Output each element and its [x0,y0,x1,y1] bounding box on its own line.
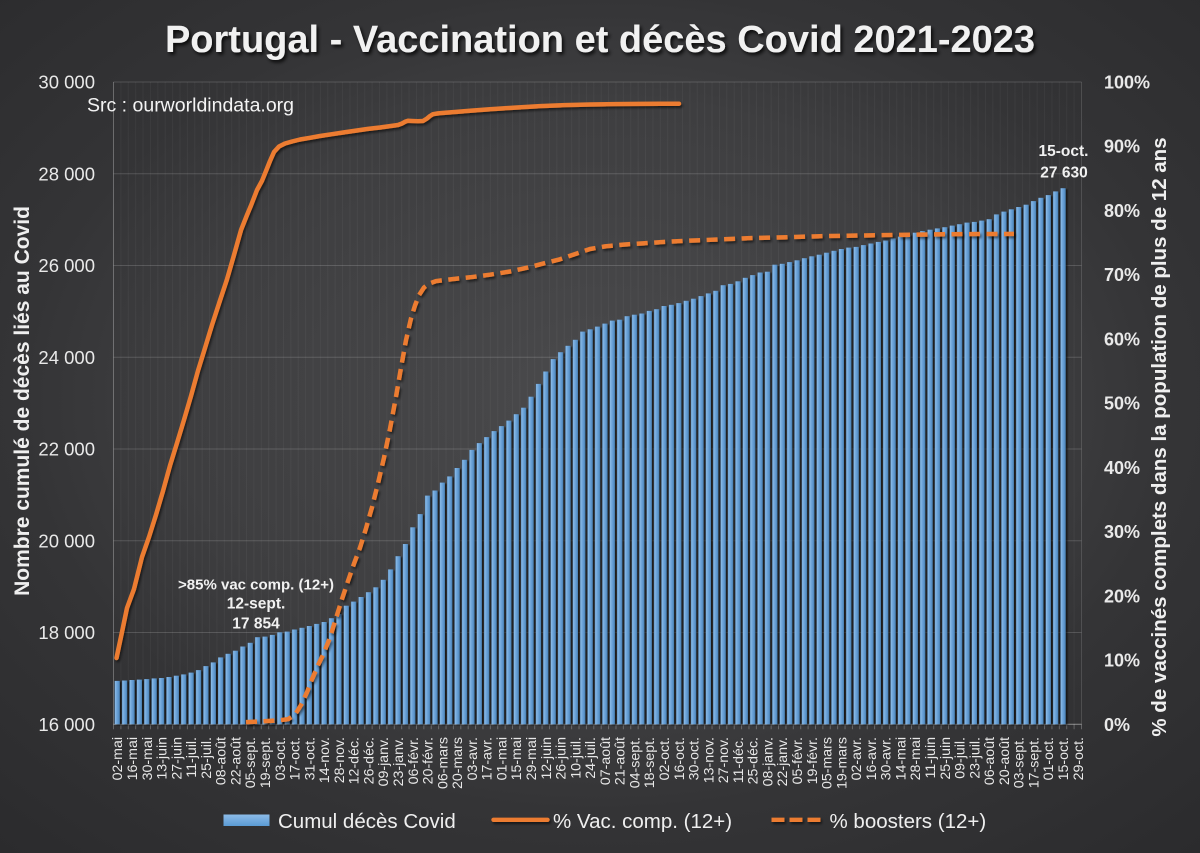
svg-text:17-sept.: 17-sept. [1027,737,1043,788]
svg-text:12-juin: 12-juin [539,737,555,780]
svg-text:28 000: 28 000 [38,163,95,184]
svg-text:01-mai: 01-mai [494,737,510,780]
svg-text:11-déc.: 11-déc. [731,737,747,783]
svg-text:19-sept.: 19-sept. [258,737,274,788]
svg-text:12-sept.: 12-sept. [227,596,286,613]
svg-text:15-mai: 15-mai [509,737,525,780]
svg-text:23-juil.: 23-juil. [967,737,983,779]
svg-text:08-janv.: 08-janv. [761,737,777,786]
svg-text:% Vac. comp. (12+): % Vac. comp. (12+) [553,810,732,833]
svg-text:20 000: 20 000 [38,530,95,551]
svg-text:30 000: 30 000 [38,72,95,93]
svg-text:20%: 20% [1104,586,1140,606]
svg-text:15-oct.: 15-oct. [1056,737,1072,780]
svg-text:14-nov.: 14-nov. [317,737,333,783]
svg-text:100%: 100% [1104,73,1150,93]
svg-text:12-déc.: 12-déc. [347,737,363,784]
svg-text:31-oct.: 31-oct. [302,737,318,780]
svg-text:20-févr.: 20-févr. [421,737,437,784]
svg-text:22-août: 22-août [228,737,244,785]
svg-text:26-juin: 26-juin [554,737,570,780]
svg-text:Nombre cumulé de décès liés au: Nombre cumulé de décès liés au Covid [11,206,34,596]
svg-text:29-oct.: 29-oct. [1071,737,1087,780]
svg-text:15-oct.: 15-oct. [1039,143,1089,160]
svg-text:Src : ourworldindata.org: Src : ourworldindata.org [87,95,294,117]
svg-text:24-juil.: 24-juil. [583,737,599,779]
svg-text:16-avr.: 16-avr. [864,737,880,780]
svg-text:20-août: 20-août [997,737,1013,785]
svg-text:19-mars: 19-mars [834,737,850,789]
svg-text:30%: 30% [1104,522,1140,542]
svg-text:90%: 90% [1104,137,1140,157]
svg-text:23-janv.: 23-janv. [391,737,407,786]
svg-text:06-févr.: 06-févr. [406,737,422,784]
svg-text:20-mars: 20-mars [450,737,466,789]
svg-text:40%: 40% [1104,458,1140,478]
svg-text:25-déc.: 25-déc. [746,737,762,784]
svg-text:22-janv.: 22-janv. [775,737,791,786]
svg-text:10%: 10% [1104,651,1140,671]
svg-text:80%: 80% [1104,201,1140,221]
svg-text:>85% vac comp. (12+): >85% vac comp. (12+) [178,577,334,594]
svg-text:09-janv.: 09-janv. [376,737,392,786]
svg-text:30-oct.: 30-oct. [687,737,703,780]
svg-text:% boosters (12+): % boosters (12+) [830,810,987,833]
svg-text:03-avr.: 03-avr. [465,737,481,780]
svg-text:29-mai: 29-mai [524,737,540,780]
svg-text:26 000: 26 000 [38,255,95,276]
svg-text:06-mars: 06-mars [435,737,451,789]
svg-text:11-juil.: 11-juil. [184,737,200,778]
svg-text:% de vaccinés complets dans l: % de vaccinés complets dans la populatio… [1148,137,1171,736]
svg-text:07-août: 07-août [598,737,614,785]
svg-text:02-avr.: 02-avr. [849,737,865,780]
svg-text:03-oct.: 03-oct. [273,737,289,780]
svg-text:06-août: 06-août [982,737,998,785]
svg-text:14-mai: 14-mai [894,737,910,780]
svg-text:25-juil.: 25-juil. [199,737,215,779]
svg-text:18 000: 18 000 [38,622,95,643]
svg-text:17-avr.: 17-avr. [480,737,496,780]
svg-text:Cumul décès Covid: Cumul décès Covid [278,810,456,833]
svg-text:02-oct.: 02-oct. [657,737,673,780]
svg-text:21-août: 21-août [613,737,629,785]
svg-text:17-oct.: 17-oct. [288,737,304,780]
svg-text:05-mars: 05-mars [820,737,836,789]
svg-text:03-sept.: 03-sept. [1012,737,1028,788]
svg-text:Portugal - Vaccination et décè: Portugal - Vaccination et décès Covid 20… [165,19,1035,61]
svg-text:50%: 50% [1104,394,1140,414]
svg-text:30-mai: 30-mai [140,737,156,780]
svg-text:09-juil.: 09-juil. [953,737,969,779]
svg-text:16 000: 16 000 [38,714,95,735]
svg-text:13-nov.: 13-nov. [701,737,717,783]
svg-text:13-juin: 13-juin [155,737,171,780]
svg-text:16-mai: 16-mai [125,737,141,780]
svg-text:27-nov.: 27-nov. [716,737,732,783]
svg-text:05-févr.: 05-févr. [790,737,806,784]
svg-text:24 000: 24 000 [38,347,95,368]
svg-text:60%: 60% [1104,329,1140,349]
svg-text:30-avr.: 30-avr. [879,737,895,780]
svg-text:70%: 70% [1104,265,1140,285]
svg-text:18-sept.: 18-sept. [642,737,658,788]
svg-text:28-mai: 28-mai [908,737,924,780]
svg-text:27-juin: 27-juin [169,737,185,780]
svg-text:0%: 0% [1104,715,1130,735]
svg-text:02-mai: 02-mai [110,737,126,780]
svg-text:11-juin: 11-juin [923,737,939,779]
svg-text:28-nov.: 28-nov. [332,737,348,783]
svg-text:10-juil.: 10-juil. [568,737,584,779]
svg-text:16-oct.: 16-oct. [672,737,688,780]
svg-text:22 000: 22 000 [38,439,95,460]
svg-text:05-sept.: 05-sept. [243,737,259,788]
svg-text:08-août: 08-août [214,737,230,785]
svg-text:25-juin: 25-juin [938,737,954,780]
svg-text:04-sept.: 04-sept. [627,737,643,788]
svg-text:19-févr.: 19-févr. [805,737,821,784]
svg-text:26-déc.: 26-déc. [361,737,377,784]
svg-text:01-oct.: 01-oct. [1041,737,1057,780]
svg-text:17 854: 17 854 [232,616,280,633]
svg-text:27 630: 27 630 [1040,165,1087,182]
